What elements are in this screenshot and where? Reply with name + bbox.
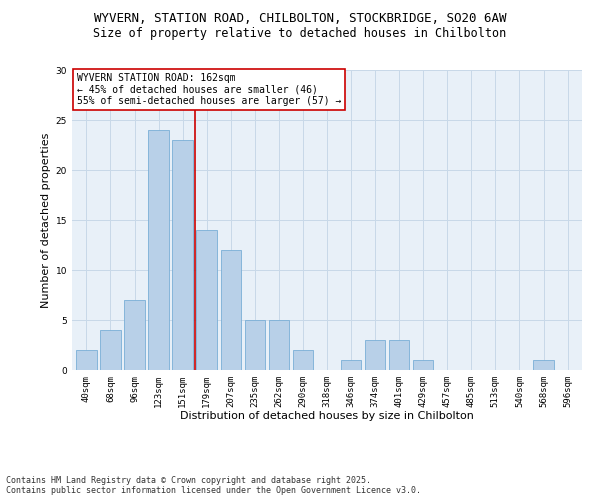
Text: Size of property relative to detached houses in Chilbolton: Size of property relative to detached ho… <box>94 28 506 40</box>
Bar <box>100 330 121 370</box>
X-axis label: Distribution of detached houses by size in Chilbolton: Distribution of detached houses by size … <box>180 412 474 422</box>
Text: WYVERN STATION ROAD: 162sqm
← 45% of detached houses are smaller (46)
55% of sem: WYVERN STATION ROAD: 162sqm ← 45% of det… <box>77 73 341 106</box>
Bar <box>533 360 554 370</box>
Text: Contains HM Land Registry data © Crown copyright and database right 2025.
Contai: Contains HM Land Registry data © Crown c… <box>6 476 421 495</box>
Bar <box>293 350 313 370</box>
Bar <box>413 360 433 370</box>
Bar <box>221 250 241 370</box>
Bar <box>124 300 145 370</box>
Bar <box>172 140 193 370</box>
Bar <box>76 350 97 370</box>
Text: WYVERN, STATION ROAD, CHILBOLTON, STOCKBRIDGE, SO20 6AW: WYVERN, STATION ROAD, CHILBOLTON, STOCKB… <box>94 12 506 26</box>
Bar <box>341 360 361 370</box>
Bar <box>148 130 169 370</box>
Bar <box>245 320 265 370</box>
Bar <box>389 340 409 370</box>
Bar <box>196 230 217 370</box>
Bar <box>269 320 289 370</box>
Y-axis label: Number of detached properties: Number of detached properties <box>41 132 52 308</box>
Bar <box>365 340 385 370</box>
